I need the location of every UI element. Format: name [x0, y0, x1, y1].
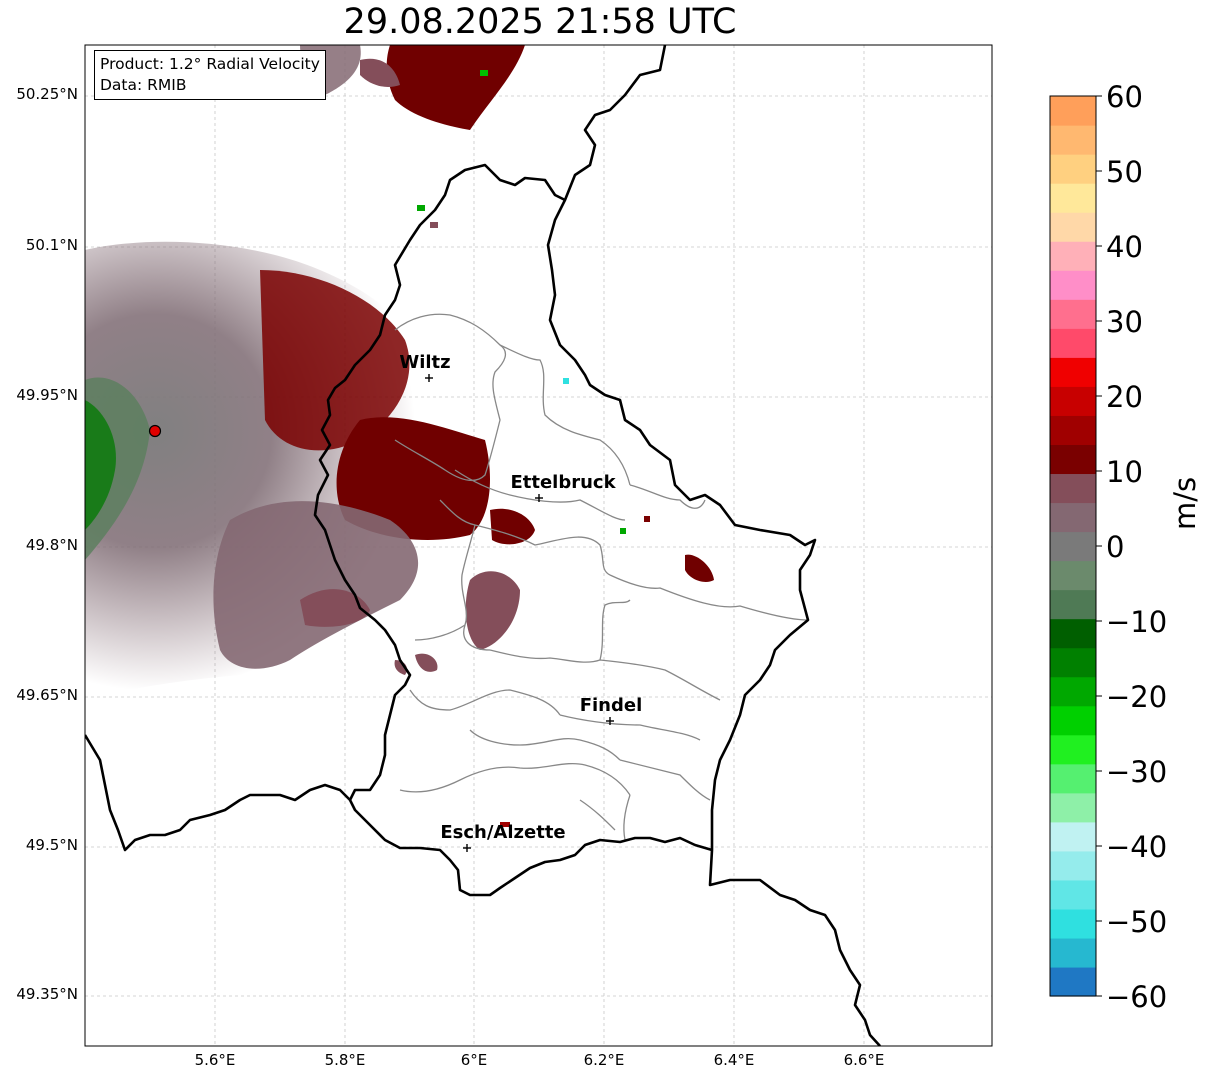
colorbar-segment	[1050, 125, 1096, 155]
city-label-findel: Findel	[580, 695, 643, 716]
city-label-esch: Esch/Alzette	[440, 822, 565, 843]
colorbar-segment	[1050, 937, 1096, 968]
colorbar-tick: 60	[1106, 80, 1143, 114]
lat-tick: 50.1°N	[25, 236, 78, 254]
colorbar-segment	[1050, 473, 1096, 504]
radar-echo-layer	[85, 45, 714, 827]
colorbar-tick: −10	[1106, 605, 1168, 639]
colorbar-tick: −40	[1106, 830, 1168, 864]
colorbar-segment	[1050, 966, 1096, 997]
canton-boundaries	[394, 313, 809, 841]
colorbar-segment	[1050, 183, 1096, 213]
lat-tick: 49.95°N	[16, 386, 78, 404]
colorbar-segment	[1050, 386, 1096, 416]
lon-tick: 6.4°E	[713, 1051, 755, 1069]
colorbar-segment	[1050, 502, 1096, 533]
colorbar-tick: −20	[1106, 680, 1168, 714]
colorbar-segment	[1050, 792, 1096, 823]
colorbar-segment	[1050, 96, 1096, 126]
lat-tick: 49.8°N	[25, 536, 78, 554]
colorbar-segment	[1050, 241, 1096, 271]
colorbar-tick: −50	[1106, 905, 1168, 939]
data-source-label: Data: RMIB	[100, 76, 187, 94]
colorbar-tick: 50	[1106, 155, 1143, 189]
lat-tick: 49.35°N	[16, 985, 78, 1003]
colorbar-segment	[1050, 357, 1096, 387]
colorbar-tick: 20	[1106, 380, 1143, 414]
colorbar-segment	[1050, 676, 1096, 707]
colorbar-segment	[1050, 763, 1096, 794]
country-borders	[85, 45, 881, 1046]
colorbar-segment	[1050, 589, 1096, 620]
lon-tick: 6°E	[460, 1051, 488, 1069]
colorbar-segment	[1050, 821, 1096, 852]
colorbar-segment	[1050, 415, 1096, 445]
colorbar-segment	[1050, 154, 1096, 184]
colorbar	[1049, 95, 1102, 997]
lat-tick: 49.5°N	[25, 836, 78, 854]
product-label: Product: 1.2° Radial Velocity	[100, 55, 320, 73]
lon-tick: 5.6°E	[194, 1051, 236, 1069]
colorbar-segment	[1050, 850, 1096, 881]
colorbar-segment	[1050, 879, 1096, 910]
colorbar-segment	[1050, 299, 1096, 329]
colorbar-segment	[1050, 647, 1096, 678]
colorbar-segment	[1050, 270, 1096, 300]
colorbar-label: m/s	[1168, 476, 1202, 530]
colorbar-tick: −30	[1106, 755, 1168, 789]
colorbar-segment	[1050, 531, 1096, 562]
colorbar-segment	[1050, 908, 1096, 939]
lon-tick: 6.6°E	[843, 1051, 885, 1069]
colorbar-segment	[1050, 705, 1096, 736]
radar-site-marker	[148, 424, 162, 438]
colorbar-tick: 30	[1106, 305, 1143, 339]
info-box: Product: 1.2° Radial Velocity Data: RMIB	[94, 50, 326, 100]
lon-tick: 6.2°E	[583, 1051, 625, 1069]
city-markers	[425, 374, 614, 852]
colorbar-tick: 10	[1106, 455, 1143, 489]
colorbar-segment	[1050, 328, 1096, 358]
colorbar-segment	[1050, 212, 1096, 242]
colorbar-tick: −60	[1106, 980, 1168, 1014]
colorbar-segment	[1050, 734, 1096, 765]
city-label-wiltz: Wiltz	[399, 352, 450, 373]
city-label-ettelbruck: Ettelbruck	[510, 472, 616, 493]
map-title: 29.08.2025 21:58 UTC	[343, 2, 737, 42]
lat-tick: 49.65°N	[16, 686, 78, 704]
lon-tick: 5.8°E	[324, 1051, 366, 1069]
colorbar-segment	[1050, 618, 1096, 649]
colorbar-segment	[1050, 560, 1096, 591]
colorbar-segment	[1050, 444, 1096, 475]
lat-tick: 50.25°N	[16, 85, 78, 103]
colorbar-tick: 0	[1106, 530, 1125, 564]
colorbar-tick: 40	[1106, 230, 1143, 264]
